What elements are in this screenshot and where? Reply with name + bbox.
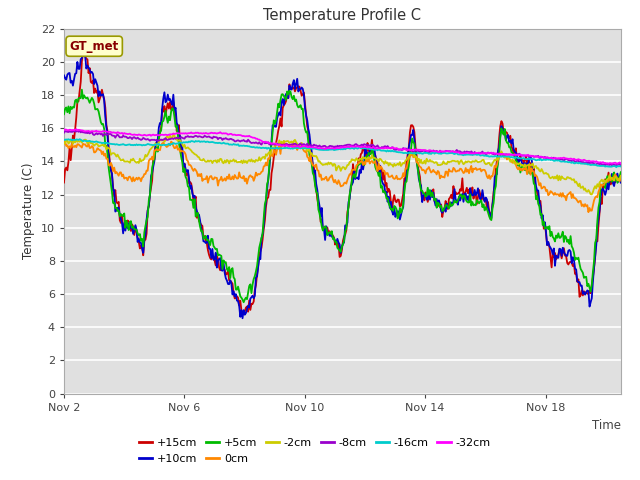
0cm [362,156,370,162]
Text: GT_met: GT_met [70,40,119,53]
+15cm [80,48,88,53]
-8cm [518,153,525,159]
-16cm [612,164,620,170]
+15cm [606,180,614,185]
+15cm [240,311,248,317]
+5cm [394,216,401,221]
+10cm [364,150,371,156]
-16cm [76,136,83,142]
-32cm [617,160,625,166]
0cm [518,166,525,172]
-8cm [60,130,68,135]
0cm [617,175,625,181]
Line: -32cm: -32cm [64,129,621,164]
+5cm [327,231,335,237]
-2cm [362,156,370,162]
Line: 0cm: 0cm [64,141,621,212]
-16cm [362,145,370,151]
-32cm [60,127,68,133]
+15cm [327,232,335,238]
+10cm [617,180,625,186]
Text: Time: Time [592,419,621,432]
-2cm [617,173,625,179]
Title: Temperature Profile C: Temperature Profile C [264,9,421,24]
+15cm [519,157,527,163]
-32cm [329,145,337,151]
Line: -2cm: -2cm [64,134,621,194]
-2cm [60,141,68,147]
+5cm [519,164,527,169]
-32cm [393,145,401,151]
+5cm [240,300,248,305]
-2cm [606,172,614,178]
+15cm [617,176,625,181]
-32cm [326,145,333,151]
-2cm [393,162,401,168]
+10cm [330,236,338,242]
-8cm [605,162,612,168]
+15cm [60,180,68,185]
Line: +5cm: +5cm [64,90,621,302]
+5cm [60,111,68,117]
-8cm [393,147,401,153]
+10cm [606,178,614,183]
-8cm [617,163,625,169]
-16cm [617,164,625,169]
0cm [584,209,592,215]
-8cm [326,143,333,149]
+10cm [327,232,335,238]
-32cm [72,126,80,132]
-2cm [518,162,525,168]
Line: -16cm: -16cm [64,139,621,167]
Line: +15cm: +15cm [64,50,621,314]
-32cm [605,161,612,167]
+15cm [394,197,401,203]
+15cm [364,140,371,146]
Line: -8cm: -8cm [64,131,621,166]
Line: +10cm: +10cm [64,53,621,318]
0cm [326,175,333,180]
+5cm [330,235,338,241]
+5cm [78,87,86,93]
-16cm [605,164,612,169]
-32cm [362,144,370,150]
0cm [60,139,68,144]
Legend: +15cm, +10cm, +5cm, 0cm, -2cm, -8cm, -16cm, -32cm: +15cm, +10cm, +5cm, 0cm, -2cm, -8cm, -16… [134,434,495,468]
-16cm [326,147,333,153]
-2cm [170,132,177,137]
-2cm [329,163,337,169]
+5cm [617,169,625,175]
0cm [606,176,614,182]
-16cm [60,137,68,143]
-8cm [74,128,81,133]
+10cm [60,72,68,78]
-8cm [362,142,370,147]
Y-axis label: Temperature (C): Temperature (C) [22,163,35,260]
-8cm [329,144,337,149]
+5cm [606,173,614,179]
+5cm [364,154,371,160]
-32cm [606,160,614,166]
-16cm [329,146,337,152]
+10cm [239,315,246,321]
0cm [393,173,401,179]
-16cm [518,156,525,161]
0cm [280,138,287,144]
-16cm [393,149,401,155]
+15cm [330,235,338,240]
+10cm [394,208,401,214]
-2cm [588,192,596,197]
+10cm [80,50,88,56]
+10cm [519,162,527,168]
-32cm [518,152,525,158]
0cm [329,177,337,182]
-2cm [326,161,333,167]
